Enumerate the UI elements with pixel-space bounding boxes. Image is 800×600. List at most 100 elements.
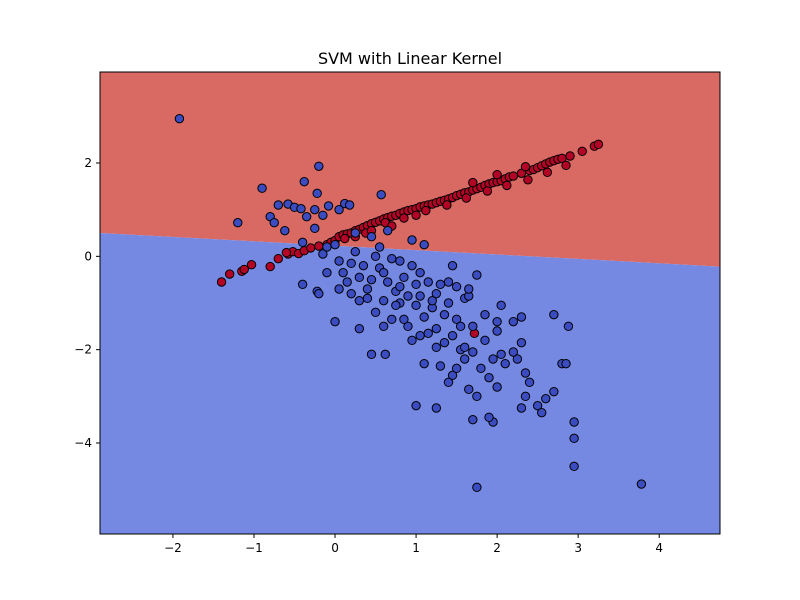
- scatter-point-s1-111: [561, 358, 571, 369]
- scatter-point-s1-24: [366, 232, 377, 242]
- scatter-point-s1-50: [297, 279, 308, 290]
- y-tick-label-3: 2: [84, 156, 92, 170]
- scatter-point-s0-3: [239, 264, 249, 275]
- plot-frame: [99, 71, 721, 535]
- scatter-point-s1-78: [516, 312, 527, 322]
- scatter-point-s1-70: [415, 330, 425, 341]
- scatter-point-s1-59: [443, 298, 454, 308]
- scatter-point-s0-6: [273, 253, 284, 264]
- scatter-point-s1-47: [411, 279, 421, 290]
- scatter-point-s1-93: [520, 368, 531, 378]
- scatter-point-s1-147: [484, 372, 494, 383]
- scatter-point-s1-81: [488, 354, 498, 364]
- scatter-point-s0-85: [561, 160, 571, 171]
- scatter-point-s1-46: [399, 272, 409, 283]
- scatter-point-s1-41: [322, 267, 332, 278]
- scatter-point-s1-69: [403, 321, 413, 332]
- scatter-point-s1-86: [435, 361, 446, 371]
- scatter-point-s0-1: [224, 269, 235, 279]
- x-tick-label-4: 2: [493, 541, 501, 555]
- scatter-point-s1-114: [569, 417, 579, 427]
- scatter-point-s1-10: [323, 201, 334, 211]
- scatter-point-s0-89: [411, 210, 421, 220]
- x-tick-label-3: 1: [412, 541, 420, 555]
- scatter-point-s1-27: [374, 242, 385, 252]
- scatter-point-s1-48: [423, 277, 433, 287]
- scatter-point-s1-106: [411, 400, 421, 411]
- scatter-point-s1-115: [569, 433, 579, 444]
- chart-title: SVM with Linear Kernel: [318, 49, 502, 68]
- scatter-point-s1-21: [310, 223, 320, 234]
- scatter-point-s1-54: [362, 293, 373, 304]
- scatter-point-s1-73: [451, 314, 462, 325]
- scatter-point-s1-136: [362, 284, 373, 294]
- scatter-point-s1-3: [257, 183, 267, 193]
- scatter-point-s1-146: [468, 347, 478, 357]
- scatter-point-s1-71: [431, 323, 442, 334]
- x-tick-label-2: 0: [331, 541, 339, 555]
- scatter-point-s1-74: [468, 321, 478, 332]
- scatter-point-s1-89: [380, 349, 390, 360]
- scatter-point-s1-52: [334, 284, 344, 294]
- scatter-point-s1-22: [383, 225, 393, 236]
- y-tick-label-0: −4: [74, 436, 92, 450]
- x-tick-label-6: 4: [655, 541, 663, 555]
- scatter-point-s1-36: [346, 258, 356, 269]
- scatter-point-s1-55: [378, 295, 389, 306]
- scatter-point-s0-0: [216, 277, 227, 287]
- scatter-point-s1-75: [480, 335, 490, 346]
- y-tick-label-1: −2: [74, 343, 92, 357]
- scatter-point-s1-102: [532, 400, 543, 411]
- scatter-point-s1-67: [370, 307, 381, 318]
- scatter-point-s1-141: [443, 277, 454, 287]
- scatter-point-s1-105: [431, 403, 442, 413]
- scatter-point-s0-78: [421, 205, 431, 216]
- scatter-point-s0-5: [265, 261, 275, 272]
- scatter-point-s1-28: [297, 237, 308, 248]
- region-above: [100, 72, 720, 267]
- scatter-point-s1-43: [354, 272, 365, 283]
- scatter-point-s0-12: [314, 241, 324, 251]
- scatter-point-s1-62: [447, 260, 458, 271]
- scatter-point-s1-113: [563, 321, 574, 332]
- scatter-point-s1-19: [301, 211, 312, 222]
- scatter-point-s1-66: [354, 323, 365, 334]
- scatter-point-s1-33: [387, 253, 397, 264]
- scatter-point-s1-5: [376, 190, 386, 200]
- scatter-point-s0-79: [442, 200, 452, 210]
- scatter-point-s0-83: [523, 175, 533, 185]
- scatter-point-s1-49: [435, 279, 446, 290]
- scatter-point-s1-85: [447, 370, 458, 381]
- scatter-point-s1-101: [549, 386, 559, 397]
- scatter-point-s1-87: [419, 358, 429, 369]
- scatter-point-s0-59: [508, 171, 519, 181]
- scatter-point-s1-83: [512, 354, 523, 364]
- scatter-point-s1-109: [484, 412, 494, 423]
- scatter-point-s1-42: [338, 267, 348, 278]
- x-axis: −2 −1 0 1 2 3 4: [164, 534, 663, 555]
- scatter-point-s1-44: [366, 274, 377, 285]
- scatter-point-s0-82: [502, 180, 512, 191]
- scatter-point-s1-82: [496, 349, 506, 360]
- scatter-point-s1-107: [468, 414, 478, 425]
- y-tick-label-2: 0: [84, 249, 92, 263]
- scatter-point-s1-125: [455, 321, 466, 332]
- scatter-point-s1-53: [346, 288, 356, 299]
- scatter-point-s1-65: [330, 316, 340, 327]
- scatter-point-s1-32: [370, 251, 381, 262]
- scatter-point-s1-116: [569, 461, 579, 472]
- scatter-point-s1-143: [480, 309, 490, 320]
- scatter-point-s1-57: [411, 300, 421, 311]
- scatter-point-s1-72: [439, 337, 450, 348]
- scatter-point-s1-6: [273, 200, 284, 210]
- scatter-point-s1-133: [423, 328, 433, 339]
- scatter-point-s1-91: [476, 363, 486, 374]
- scatter-point-s0-93: [281, 247, 292, 258]
- scatter-point-s1-4: [312, 188, 322, 199]
- scatter-point-s1-121: [354, 295, 365, 306]
- scatter-point-s0-77: [399, 213, 409, 223]
- scatter-point-s1-34: [318, 249, 328, 259]
- scatter-point-s1-17: [269, 218, 279, 228]
- scatter-point-s1-0: [174, 113, 185, 124]
- scatter-point-s1-124: [439, 309, 450, 320]
